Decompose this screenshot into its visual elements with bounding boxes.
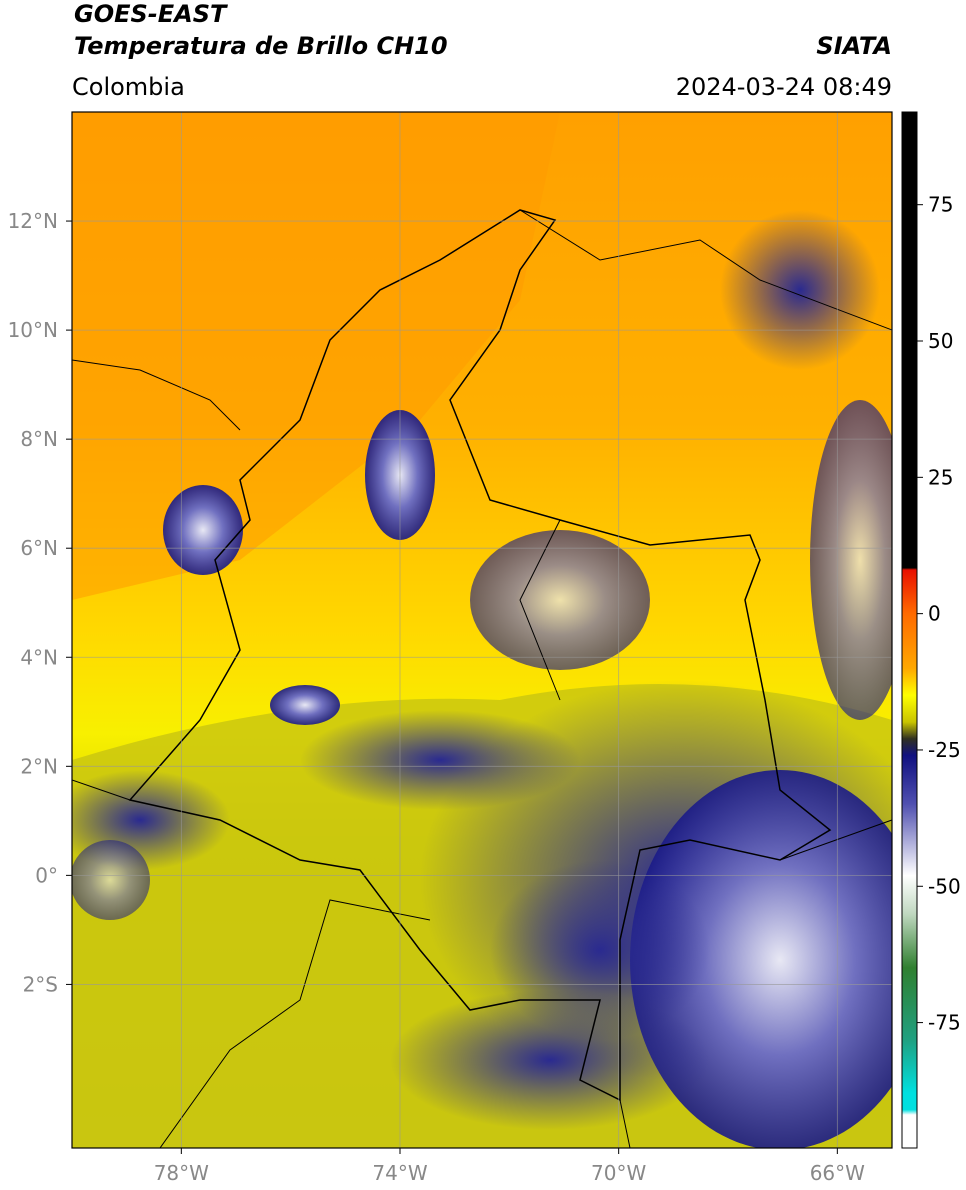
lat-tick-label: 12°N [8,209,58,233]
timestamp: 2024-03-24 08:49 [676,73,892,101]
satellite-image [72,112,892,1148]
colorbar-tick-label: -50 [928,874,961,898]
lat-tick-label: 8°N [20,427,58,451]
lat-tick-label: 4°N [20,645,58,669]
colorbar-tick-label: 75 [928,193,953,217]
colorbar-tick-label: 0 [928,602,941,626]
lon-tick-label: 66°W [810,1161,865,1185]
colorbar-tick-label: -25 [928,738,961,762]
lon-tick-label: 78°W [154,1161,209,1185]
subtitle: Temperatura de Brillo CH10 [74,32,448,60]
colorbar-tick-label: 50 [928,329,953,353]
lat-tick-label: 6°N [20,536,58,560]
colorbar-tick-label: 25 [928,465,953,489]
lon-tick-label: 74°W [372,1161,427,1185]
title: GOES-EAST [74,0,228,28]
region: Colombia [72,73,185,101]
lat-tick-label: 2°S [23,972,58,996]
colorbar-tick-label: -75 [928,1011,961,1035]
source: SIATA [816,32,892,60]
lat-tick-label: 10°N [8,318,58,342]
colorbar [901,111,918,1149]
lat-tick-label: 0° [35,863,58,887]
lat-tick-label: 2°N [20,754,58,778]
map-frame [71,111,893,1149]
lon-tick-label: 70°W [591,1161,646,1185]
